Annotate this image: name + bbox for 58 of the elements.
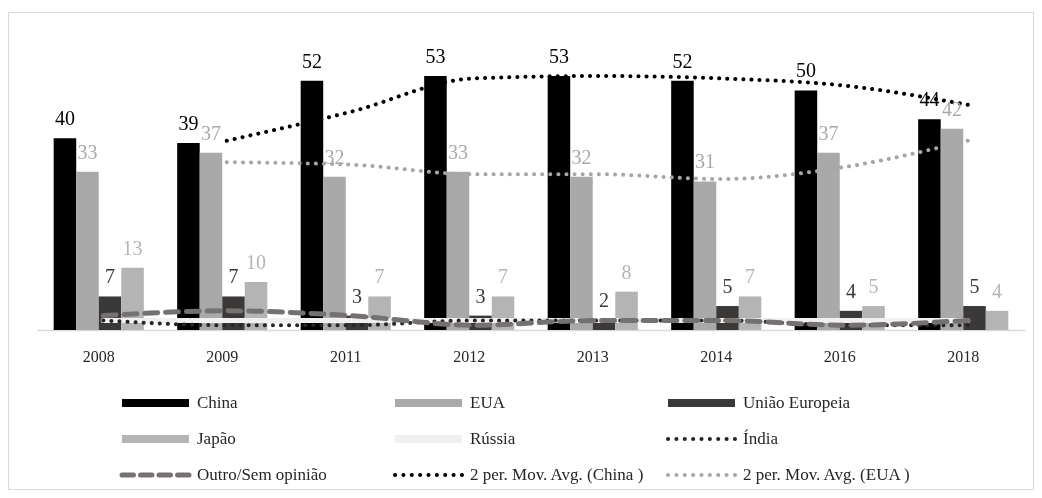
- bar: [53, 138, 77, 330]
- data-label: 2: [599, 289, 610, 312]
- bar: [963, 306, 986, 330]
- data-label: 50: [795, 59, 816, 82]
- data-label: 53: [425, 45, 446, 67]
- data-label: 7: [498, 265, 509, 288]
- data-label: 4: [846, 279, 857, 302]
- bar: [794, 90, 818, 330]
- bar: [671, 80, 694, 330]
- data-label: 52: [301, 49, 322, 72]
- x-tick-label: 2014: [700, 347, 733, 365]
- x-tick-label: 2018: [947, 347, 980, 365]
- data-label: 37: [818, 121, 839, 144]
- data-label: 5: [868, 275, 879, 298]
- x-tick-label: 2008: [82, 347, 115, 365]
- legend-label: Japão: [197, 429, 236, 448]
- legend-label: EUA: [470, 393, 506, 412]
- data-label: 3: [352, 284, 363, 307]
- data-label: 10: [246, 251, 267, 274]
- legend-label: 2 per. Mov. Avg. (EUA ): [743, 465, 910, 484]
- data-label: 3: [475, 284, 486, 307]
- legend-label: Índia: [743, 429, 779, 448]
- data-label: 7: [374, 265, 385, 288]
- data-label: 32: [571, 145, 592, 168]
- bar: [323, 176, 346, 330]
- x-tick-label: 2012: [453, 347, 486, 365]
- data-label: 42: [941, 97, 962, 120]
- data-label: 44: [919, 88, 940, 111]
- data-label: 33: [447, 140, 468, 163]
- x-tick-label: 2011: [330, 347, 362, 365]
- data-label: 13: [122, 236, 143, 259]
- data-label: 8: [621, 260, 632, 283]
- legend-label: China: [197, 393, 239, 412]
- x-tick-label: 2016: [823, 347, 856, 365]
- legend-label: 2 per. Mov. Avg. (China ): [470, 465, 644, 484]
- legend-label: Outro/Sem opinião: [197, 465, 327, 484]
- data-label: 4: [992, 279, 1003, 302]
- data-label: 7: [745, 265, 756, 288]
- data-label: 7: [228, 265, 239, 288]
- data-label: 40: [54, 107, 75, 130]
- data-label: 52: [672, 49, 693, 72]
- bar: [76, 171, 99, 330]
- data-label: 5: [722, 275, 733, 298]
- data-label: 7: [105, 265, 116, 288]
- x-tick-label: 2013: [576, 347, 609, 365]
- bar: [918, 119, 941, 330]
- data-label: 37: [200, 121, 221, 144]
- data-label: 53: [548, 45, 569, 67]
- legend-label: Rússia: [470, 429, 516, 448]
- legend-label: União Europeia: [743, 393, 851, 412]
- data-label: 5: [969, 275, 980, 298]
- data-label: 33: [77, 140, 98, 163]
- bar: [985, 310, 1009, 330]
- bar: [199, 152, 223, 330]
- data-label: 39: [178, 112, 199, 135]
- data-label: 31: [694, 150, 715, 173]
- bar: [177, 143, 200, 330]
- x-tick-label: 2009: [206, 347, 239, 365]
